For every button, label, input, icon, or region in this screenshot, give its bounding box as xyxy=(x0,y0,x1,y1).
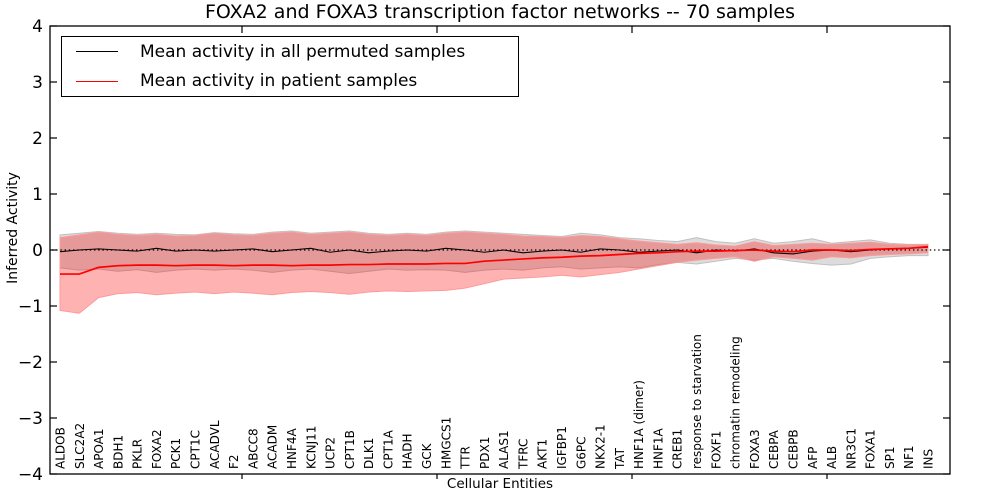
y-tick-label: 0 xyxy=(32,241,43,261)
x-category-label: CPT1C xyxy=(189,430,203,469)
x-category-label: G6PC xyxy=(574,436,588,469)
legend-item-patient: Mean activity in patient samples xyxy=(62,68,518,94)
legend: Mean activity in all permuted samples Me… xyxy=(61,36,519,97)
x-category-label: DLK1 xyxy=(362,438,376,469)
x-axis-label: Cellular Entities xyxy=(446,476,554,492)
x-category-label: APOA1 xyxy=(92,428,106,469)
x-category-label: CPT1B xyxy=(343,430,357,469)
x-category-label: SLC2A2 xyxy=(73,423,87,469)
x-category-label: NKX2-1 xyxy=(594,424,608,469)
y-axis-label: Inferred Activity xyxy=(5,172,21,284)
x-category-label: FOXF1 xyxy=(709,431,723,469)
x-category-label: INS xyxy=(922,449,936,469)
x-category-label: PCK1 xyxy=(169,438,183,469)
patient-band xyxy=(59,231,929,314)
x-category-label: BDH1 xyxy=(111,435,125,469)
y-tick-label: 4 xyxy=(32,17,43,37)
y-tick-label: −3 xyxy=(18,409,43,429)
x-category-label: TTR xyxy=(459,446,473,470)
x-category-label: FOXA1 xyxy=(864,429,878,469)
legend-item-permuted: Mean activity in all permuted samples xyxy=(62,39,518,65)
x-category-label: UCP2 xyxy=(324,437,338,469)
permuted-line-sample xyxy=(76,51,118,53)
x-category-label: FOXA3 xyxy=(748,429,762,469)
x-category-label: HNF1A xyxy=(651,427,665,469)
x-category-label: response to starvation xyxy=(690,334,704,469)
x-category-label: HNF4A xyxy=(285,427,299,469)
permuted-mean-line xyxy=(59,246,929,255)
x-category-label: TFRC xyxy=(516,439,530,470)
x-category-label: GCK xyxy=(420,442,434,469)
x-category-label: PKLR xyxy=(131,439,145,469)
patient-mean-line xyxy=(60,245,929,275)
x-category-label: AKT1 xyxy=(536,439,550,469)
legend-label-permuted: Mean activity in all permuted samples xyxy=(140,41,466,62)
x-category-label: ACADVL xyxy=(208,420,222,469)
x-category-label: CEBPB xyxy=(786,429,800,469)
y-tick-label: 2 xyxy=(32,129,43,149)
y-tick-label: −2 xyxy=(18,353,43,373)
y-tick-label: 1 xyxy=(32,185,43,205)
x-category-label: SP1 xyxy=(883,447,897,470)
x-category-label: IGFBP1 xyxy=(555,426,569,469)
x-category-label: ABCC8 xyxy=(246,428,260,469)
x-category-label: ALB xyxy=(825,446,839,469)
x-category-label: HNF1A (dimer) xyxy=(632,380,646,469)
x-category-label: NR3C1 xyxy=(844,428,858,469)
legend-label-patient: Mean activity in patient samples xyxy=(140,71,418,92)
x-category-label: chromatin remodeling xyxy=(729,336,743,469)
y-tick-label: 3 xyxy=(32,73,43,93)
x-category-label: PDX1 xyxy=(478,437,492,469)
x-category-label: ALDOB xyxy=(54,427,68,469)
x-category-label: TAT xyxy=(613,447,627,470)
x-category-label: CEBPA xyxy=(767,429,781,469)
x-category-label: NF1 xyxy=(902,445,916,469)
x-category-label: HADH xyxy=(401,434,415,470)
x-category-label: KCNJ11 xyxy=(304,426,318,469)
x-category-label: CREB1 xyxy=(671,429,685,469)
x-category-label: ALAS1 xyxy=(497,430,511,469)
x-category-label: FOXA2 xyxy=(150,429,164,469)
x-category-label: F2 xyxy=(227,454,241,469)
x-category-label: CPT1A xyxy=(381,429,395,469)
y-tick-label: −4 xyxy=(18,465,43,485)
patient-line-sample xyxy=(76,80,118,82)
x-category-label: AFP xyxy=(806,447,820,469)
chart-title: FOXA2 and FOXA3 transcription factor net… xyxy=(204,1,796,23)
y-tick-label: −1 xyxy=(18,297,43,317)
x-category-label: ACADM xyxy=(266,425,280,469)
x-category-label: HMGCS1 xyxy=(439,417,453,469)
permuted-band xyxy=(59,230,929,275)
